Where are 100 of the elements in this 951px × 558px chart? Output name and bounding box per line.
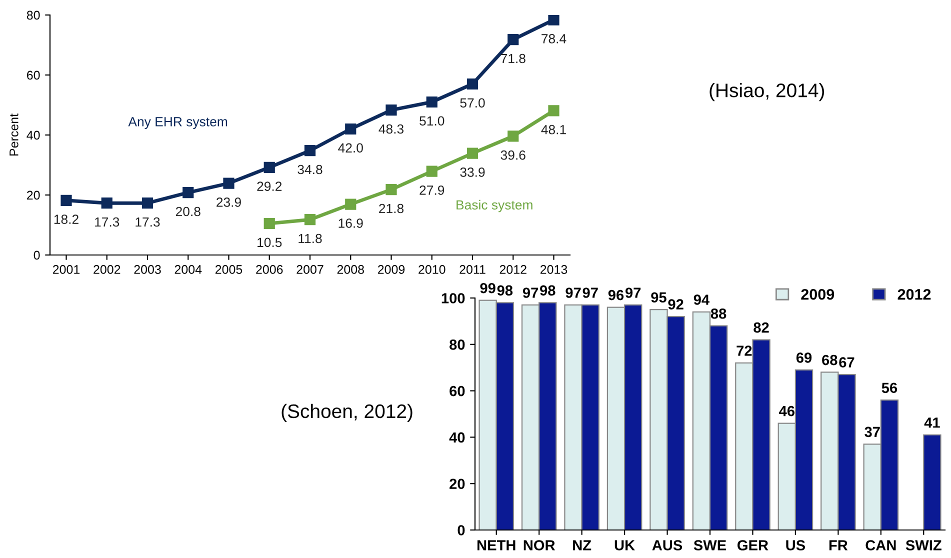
point [426, 96, 438, 108]
x-tick-label: NZ [573, 540, 592, 550]
data-label: 41 [924, 418, 940, 428]
data-label: 10.5 [258, 238, 282, 248]
data-label: 48.3 [378, 124, 404, 134]
y-tick-label: 60 [450, 386, 465, 396]
point [60, 194, 72, 206]
point [548, 105, 560, 116]
point [182, 187, 194, 198]
data-label: 88 [710, 308, 726, 319]
y-tick-label: 40 [449, 432, 465, 443]
data-label: 17.3 [136, 217, 160, 227]
data-label: 34.8 [298, 164, 322, 174]
point [466, 78, 478, 90]
data-label: 46 [779, 406, 794, 416]
x-tick-label: UK [614, 540, 635, 550]
point [386, 184, 397, 196]
x-tick-label: 2010 [418, 265, 446, 274]
point [264, 218, 275, 230]
data-label: 27.9 [420, 186, 444, 195]
x-tick-label: 2001 [52, 265, 80, 274]
text: Basic system [456, 200, 532, 212]
point [142, 198, 154, 209]
y-tick-label: 80 [450, 340, 465, 350]
x-tick-label: CAN [866, 540, 896, 550]
point [223, 178, 234, 189]
point [304, 145, 316, 156]
text: (Hsiao, 2014) [710, 83, 824, 102]
x-tick-label: US [786, 540, 806, 550]
y-tick-label: 80 [26, 10, 40, 20]
point [426, 166, 438, 177]
data-label: 11.8 [298, 234, 322, 244]
x-tick-label: 2012 [500, 265, 526, 274]
point [345, 123, 356, 135]
point [548, 15, 560, 26]
point [345, 198, 356, 210]
data-label: 97 [566, 288, 581, 298]
point [386, 104, 397, 116]
data-label: 37 [864, 426, 880, 438]
x-tick-label: 2013 [540, 265, 568, 274]
data-label: 29.2 [257, 182, 282, 191]
point [101, 198, 112, 209]
data-label: 95 [651, 292, 666, 303]
data-label: 97 [582, 288, 598, 298]
data-label: 48.1 [541, 124, 566, 134]
data-label: 69 [796, 352, 812, 363]
x-tick-label: 2005 [215, 265, 242, 274]
x-tick-label: FR [829, 540, 848, 550]
data-label: 92 [668, 299, 684, 310]
data-label: 51.0 [420, 116, 444, 126]
point [264, 162, 275, 173]
y-tick-label: 0 [458, 525, 465, 536]
data-label: 99 [480, 282, 496, 294]
y-tick-label: 20 [27, 190, 40, 200]
data-label: 72 [736, 346, 752, 356]
x-tick-label: 2009 [378, 265, 405, 274]
x-tick-label: 2003 [134, 265, 161, 274]
data-label: 17.3 [95, 217, 120, 227]
point [508, 130, 519, 142]
x-tick-label: SWIZ [906, 540, 942, 550]
point [508, 34, 519, 46]
data-label: 33.9 [460, 168, 485, 177]
data-label: 42.0 [338, 143, 363, 153]
data-label: 98 [540, 285, 556, 296]
data-label: 23.9 [216, 198, 241, 207]
x-tick-label: NETH [477, 540, 516, 550]
data-label: 98 [497, 285, 513, 296]
point [304, 214, 316, 226]
data-label: 21.8 [379, 204, 404, 214]
y-tick-label: 60 [27, 70, 40, 80]
y-tick-label: 20 [450, 478, 465, 490]
data-label: 94 [694, 294, 710, 305]
data-label: 39.6 [500, 150, 526, 160]
point [466, 148, 478, 159]
x-tick-label: 2006 [256, 265, 283, 274]
data-label: 68 [822, 354, 838, 366]
y-axis-title: Percent [10, 114, 18, 156]
data-label: 67 [839, 357, 854, 368]
y-tick-label: 100 [442, 293, 465, 304]
data-label: 20.8 [176, 206, 200, 216]
data-label: 71.8 [500, 54, 526, 64]
x-tick-label: 2011 [460, 265, 486, 274]
legend-label: 2009 [801, 288, 834, 300]
bar [923, 434, 942, 530]
x-tick-label: GER [738, 540, 768, 550]
legend-label: 2012 [898, 288, 931, 300]
data-label: 82 [754, 322, 769, 333]
data-label: 57.0 [460, 98, 485, 108]
x-tick-label: 2007 [296, 265, 324, 274]
x-tick-label: SWE [694, 540, 726, 550]
data-label: 18.2 [54, 214, 78, 224]
data-label: 16.9 [338, 218, 363, 228]
x-tick-label: 2002 [94, 265, 120, 274]
data-label: 78.4 [542, 34, 566, 44]
data-label: 56 [882, 382, 898, 394]
data-label: 97 [522, 288, 538, 298]
text: (Schoen, 2012) [282, 404, 412, 422]
x-tick-label: 2004 [174, 265, 202, 274]
x-tick-label: 2008 [337, 265, 364, 274]
x-tick-label: AUS [652, 540, 682, 550]
